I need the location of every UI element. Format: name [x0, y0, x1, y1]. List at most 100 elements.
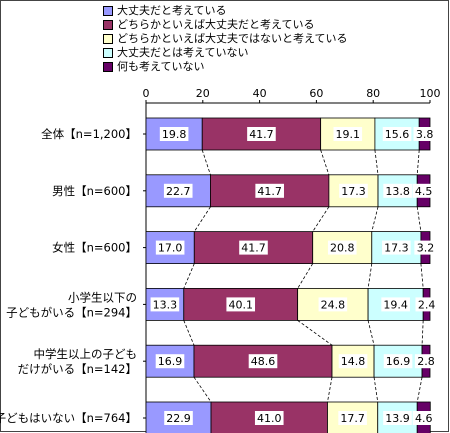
legend-label: 何も考えていない — [117, 60, 205, 73]
data-label-background — [413, 127, 436, 141]
series-connector-line — [367, 263, 373, 289]
data-label: 48.6 — [251, 355, 276, 368]
data-label: 4.5 — [415, 185, 433, 198]
category-label: 中学生以上の子ども — [34, 347, 138, 361]
data-label-background — [254, 411, 284, 425]
data-label: 13.9 — [385, 412, 410, 425]
data-label-background — [382, 127, 412, 141]
data-label-background — [159, 127, 189, 141]
x-tick-label: 80 — [366, 87, 380, 100]
data-label: 13.3 — [153, 298, 178, 311]
series-connector-line — [374, 149, 379, 175]
series-connector-line — [183, 263, 195, 289]
data-label: 22.9 — [166, 412, 191, 425]
legend-swatch — [103, 48, 113, 58]
data-label-background — [255, 183, 284, 198]
data-label-background — [155, 354, 185, 369]
legend-item: 大丈夫だと考えている — [103, 4, 347, 18]
data-label-background — [415, 297, 438, 312]
data-label-background — [239, 240, 268, 255]
data-label-background — [383, 411, 412, 425]
data-label: 40.1 — [228, 298, 253, 311]
category-label: 子どもはいない【n=764】 — [0, 411, 137, 425]
data-label-background — [414, 240, 437, 255]
x-tick-label: 60 — [309, 87, 323, 100]
data-label-background — [163, 183, 193, 198]
data-label-background — [150, 297, 180, 312]
data-label: 19.4 — [383, 298, 408, 311]
data-label: 4.6 — [415, 412, 433, 425]
series-connector-line — [416, 377, 423, 403]
series-connector-line — [420, 263, 424, 289]
data-label: 41.7 — [257, 185, 282, 198]
data-label-background — [383, 354, 413, 369]
data-label-background — [155, 240, 185, 255]
data-label: 19.8 — [162, 128, 187, 141]
series-connector-line — [297, 263, 314, 289]
series-connector-line — [201, 149, 211, 175]
legend-item: 大丈夫だとは考えていない — [103, 46, 347, 60]
data-label: 19.1 — [336, 128, 361, 141]
data-label: 2.8 — [417, 355, 435, 368]
series-connector-line — [312, 206, 330, 232]
data-label-background — [383, 183, 412, 198]
series-connector-line — [421, 320, 424, 346]
data-label-background — [248, 354, 278, 369]
data-label-background — [333, 127, 363, 141]
x-tick-label: 0 — [143, 87, 150, 100]
series-connector-line — [297, 320, 333, 346]
legend-label: 大丈夫だと考えている — [117, 4, 227, 17]
x-tick-label: 20 — [196, 87, 210, 100]
category-label: だけがいる【n=142】 — [18, 362, 137, 376]
legend-swatch — [103, 6, 113, 16]
data-label: 20.8 — [330, 242, 355, 255]
data-label: 2.4 — [418, 298, 436, 311]
data-label: 14.8 — [341, 355, 366, 368]
series-connector-line — [373, 377, 379, 403]
data-label-background — [226, 297, 256, 312]
data-label: 16.9 — [386, 355, 411, 368]
legend-swatch — [103, 34, 113, 44]
series-connector-line — [193, 376, 212, 403]
legend-item: どちらかといえば大丈夫ではないと考えている — [103, 32, 347, 46]
series-connector-line — [327, 377, 333, 403]
data-label: 17.3 — [341, 185, 366, 198]
data-label-background — [164, 411, 193, 425]
data-label: 41.0 — [257, 412, 282, 425]
category-label: 全体【n=1,200】 — [41, 127, 137, 141]
data-label-background — [412, 411, 435, 425]
data-label: 13.8 — [385, 185, 410, 198]
data-label-background — [247, 127, 276, 141]
category-label: 小学生以下の — [68, 290, 137, 304]
legend-label: 大丈夫だとは考えていない — [117, 46, 249, 59]
data-label-background — [382, 240, 411, 255]
bar-segment — [210, 174, 330, 208]
data-label: 41.7 — [241, 242, 266, 255]
series-connector-line — [320, 149, 330, 175]
legend: 大丈夫だと考えている どちらかといえば大丈夫だと考えている どちらかといえば大丈… — [103, 4, 347, 74]
data-label-background — [339, 183, 368, 198]
category-label: 男性【n=600】 — [52, 184, 137, 198]
data-label: 22.7 — [166, 185, 191, 198]
legend-label: どちらかといえば大丈夫だと考えている — [117, 18, 315, 31]
data-label: 16.9 — [158, 355, 183, 368]
series-connector-line — [183, 320, 195, 346]
series-connector-line — [371, 206, 379, 232]
data-label-background — [338, 354, 368, 369]
legend-item: 何も考えていない — [103, 60, 347, 74]
category-label: 子どもがいる【n=294】 — [6, 305, 137, 319]
legend-swatch — [103, 20, 113, 30]
legend-label: どちらかといえば大丈夫ではないと考えている — [117, 32, 348, 45]
data-label-background — [327, 240, 357, 255]
series-connector-line — [416, 206, 422, 232]
series-connector-line — [367, 320, 375, 346]
data-label: 3.8 — [416, 128, 434, 141]
data-label-background — [338, 411, 367, 425]
data-label: 41.7 — [249, 128, 274, 141]
x-tick-label: 40 — [253, 87, 267, 100]
data-label-background — [414, 354, 438, 369]
legend-swatch — [103, 62, 113, 72]
data-label: 17.7 — [340, 412, 365, 425]
series-connector-line — [416, 149, 420, 175]
